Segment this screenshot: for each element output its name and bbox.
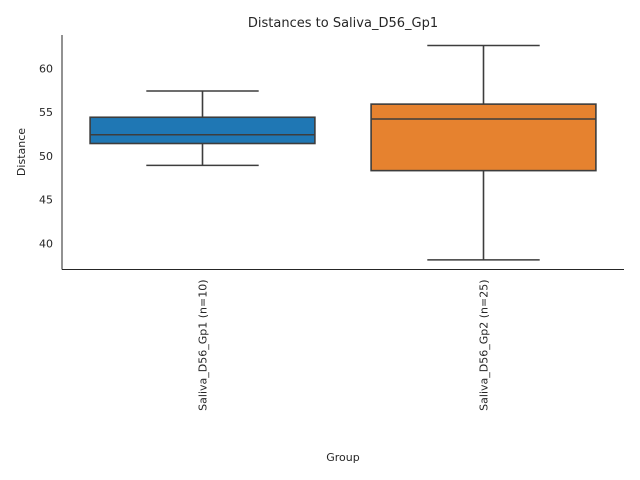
plot-area [89,44,597,261]
y-tick-label: 50 [39,150,53,163]
x-tick-label: Saliva_D56_Gp2 (n=25) [478,280,491,411]
iqr-box [89,116,316,145]
box-group [370,44,597,261]
y-axis-ticks: 40 45 50 55 60 [39,62,53,250]
x-axis-ticks: Saliva_D56_Gp1 (n=10) Saliva_D56_Gp2 (n=2… [197,280,491,411]
x-tick-label: Saliva_D56_Gp1 (n=10) [197,280,210,411]
box-group [89,90,316,167]
y-tick-label: 40 [39,237,53,250]
y-tick-label: 55 [39,106,53,119]
chart-title: Distances to Saliva_D56_Gp1 [248,16,438,31]
y-tick-label: 60 [39,62,53,75]
iqr-box [370,103,597,172]
y-tick-label: 45 [39,194,53,207]
x-axis-label: Group [326,451,360,464]
y-axis-label: Distance [15,128,28,176]
